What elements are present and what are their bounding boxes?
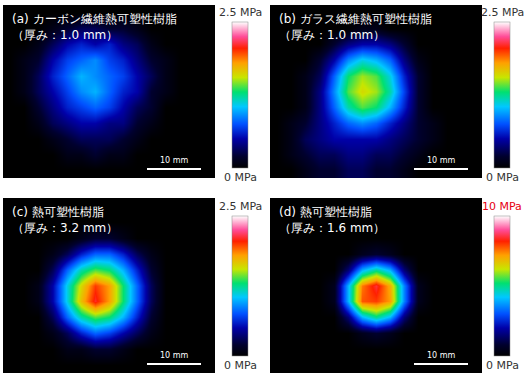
svg-text:2.5 MPa: 2.5 MPa [219,6,262,19]
svg-text:0 MPa: 0 MPa [486,359,519,372]
svg-text:10 mm: 10 mm [427,156,456,165]
svg-text:0 MPa: 0 MPa [486,171,519,184]
svg-text:(a) カーボン繊維熱可塑性樹脂（厚み：1.0 mm）: (a) カーボン繊維熱可塑性樹脂（厚み：1.0 mm） [12,12,177,42]
svg-text:2.5 MPa: 2.5 MPa [481,6,524,19]
svg-text:0 MPa: 0 MPa [224,359,257,372]
svg-text:10 mm: 10 mm [160,156,189,165]
svg-text:(c) 熱可塑性樹脂（厚み：3.2 mm）: (c) 熱可塑性樹脂（厚み：3.2 mm） [12,205,118,235]
svg-text:(d) 熱可塑性樹脂（厚み：1.6 mm）: (d) 熱可塑性樹脂（厚み：1.6 mm） [279,205,385,235]
svg-text:0 MPa: 0 MPa [224,171,257,184]
svg-text:10 MPa: 10 MPa [482,200,522,213]
svg-text:10 mm: 10 mm [160,351,189,360]
svg-text:10 mm: 10 mm [427,351,456,360]
svg-text:(b) ガラス繊維熱可塑性樹脂（厚み：1.0 mm）: (b) ガラス繊維熱可塑性樹脂（厚み：1.0 mm） [279,12,432,42]
svg-text:2.5 MPa: 2.5 MPa [219,200,262,213]
